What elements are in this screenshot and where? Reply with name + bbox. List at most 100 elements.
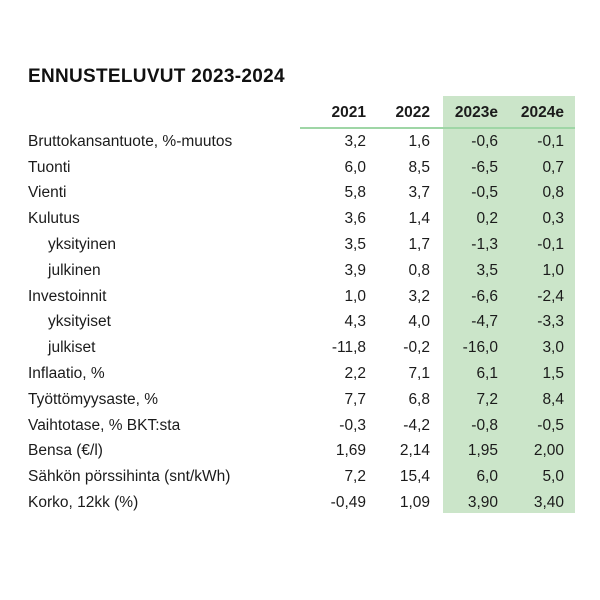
forecast-columns-highlight	[443, 96, 575, 513]
cell-2022: 0,8	[408, 261, 430, 279]
row-label: julkinen	[48, 261, 101, 279]
cell-2023e: 7,2	[476, 390, 498, 408]
cell-2024e: -0,5	[537, 416, 564, 434]
row-label: Bruttokansantuote, %-muutos	[28, 132, 233, 150]
table-row: Korko, 12kk (%) -0,49 1,09 3,90 3,40	[28, 490, 575, 516]
cell-2024e: 2,00	[533, 442, 564, 460]
cell-2023e: 0,2	[476, 210, 498, 228]
table-row: Tuonti 6,0 8,5 -6,5 0,7	[28, 155, 575, 181]
table-row: yksityiset 4,3 4,0 -4,7 -3,3	[28, 310, 575, 336]
row-label: yksityiset	[48, 313, 111, 331]
cell-2023e: 1,95	[467, 442, 498, 460]
cell-2022: 1,09	[399, 494, 430, 512]
cell-2024e: 5,0	[542, 468, 564, 486]
cell-2021: -0,49	[330, 494, 366, 512]
cell-2021: 2,2	[344, 365, 366, 383]
cell-2024e: -2,4	[537, 287, 564, 305]
cell-2021: 5,8	[344, 184, 366, 202]
cell-2021: 4,3	[344, 313, 366, 331]
row-label: Investoinnit	[28, 287, 107, 305]
cell-2021: 3,2	[344, 132, 366, 150]
cell-2022: 4,0	[408, 313, 430, 331]
table-row: Sähkön pörssihinta (snt/kWh) 7,2 15,4 6,…	[28, 464, 575, 490]
row-label: Tuonti	[28, 158, 71, 176]
cell-2024e: 8,4	[542, 390, 564, 408]
table-header-row: 2021 2022 2023e 2024e	[28, 100, 575, 126]
cell-2023e: -0,8	[471, 416, 498, 434]
header-underline	[300, 127, 575, 129]
table-row: Vienti 5,8 3,7 -0,5 0,8	[28, 181, 575, 207]
row-label: Korko, 12kk (%)	[28, 494, 139, 512]
row-label: Vaihtotase, % BKT:sta	[28, 416, 181, 434]
cell-2022: 3,2	[408, 287, 430, 305]
cell-2024e: 0,8	[542, 184, 564, 202]
column-header-2022: 2022	[395, 104, 430, 121]
cell-2022: 15,4	[399, 468, 430, 486]
cell-2021: 7,2	[344, 468, 366, 486]
cell-2023e: -16,0	[462, 339, 498, 357]
column-header-2023e: 2023e	[454, 104, 498, 121]
cell-2022: 1,7	[408, 236, 430, 254]
cell-2021: 1,69	[335, 442, 366, 460]
row-label: Sähkön pörssihinta (snt/kWh)	[28, 468, 231, 486]
table-row: julkinen 3,9 0,8 3,5 1,0	[28, 258, 575, 284]
cell-2024e: -3,3	[537, 313, 564, 331]
cell-2024e: 1,0	[542, 261, 564, 279]
table-body: Bruttokansantuote, %-muutos 3,2 1,6 -0,6…	[28, 129, 575, 516]
cell-2022: 7,1	[408, 365, 430, 383]
cell-2021: 7,7	[344, 390, 366, 408]
column-header-2021: 2021	[331, 104, 366, 121]
row-label: Vienti	[28, 184, 67, 202]
cell-2024e: -0,1	[537, 132, 564, 150]
table-row: Inflaatio, % 2,2 7,1 6,1 1,5	[28, 361, 575, 387]
cell-2022: 2,14	[399, 442, 430, 460]
cell-2021: 3,6	[344, 210, 366, 228]
cell-2023e: 3,5	[476, 261, 498, 279]
cell-2022: 6,8	[408, 390, 430, 408]
cell-2024e: 0,7	[542, 158, 564, 176]
column-header-2024e: 2024e	[520, 104, 564, 121]
table-row: Vaihtotase, % BKT:sta -0,3 -4,2 -0,8 -0,…	[28, 413, 575, 439]
cell-2021: -0,3	[339, 416, 366, 434]
cell-2023e: -0,5	[471, 184, 498, 202]
table-row: yksityinen 3,5 1,7 -1,3 -0,1	[28, 232, 575, 258]
table-row: Bruttokansantuote, %-muutos 3,2 1,6 -0,6…	[28, 129, 575, 155]
cell-2021: 3,5	[344, 236, 366, 254]
forecast-table: 2021 2022 2023e 2024e Bruttokansantuote,…	[28, 100, 575, 516]
cell-2021: 1,0	[344, 287, 366, 305]
cell-2022: 8,5	[408, 158, 430, 176]
table-row: julkiset -11,8 -0,2 -16,0 3,0	[28, 335, 575, 361]
row-label: Työttömyysaste, %	[28, 390, 159, 408]
row-label: julkiset	[48, 339, 96, 357]
table-row: Investoinnit 1,0 3,2 -6,6 -2,4	[28, 284, 575, 310]
row-label: yksityinen	[48, 236, 117, 254]
row-label: Inflaatio, %	[28, 365, 105, 383]
cell-2024e: 0,3	[542, 210, 564, 228]
cell-2022: 3,7	[408, 184, 430, 202]
row-label: Bensa (€/l)	[28, 442, 103, 460]
cell-2023e: 6,1	[476, 365, 498, 383]
table-row: Bensa (€/l) 1,69 2,14 1,95 2,00	[28, 439, 575, 465]
cell-2023e: -0,6	[471, 132, 498, 150]
cell-2022: -0,2	[403, 339, 430, 357]
cell-2024e: 3,0	[542, 339, 564, 357]
cell-2022: -4,2	[403, 416, 430, 434]
table-row: Kulutus 3,6 1,4 0,2 0,3	[28, 206, 575, 232]
table-row: Työttömyysaste, % 7,7 6,8 7,2 8,4	[28, 387, 575, 413]
cell-2023e: 3,90	[467, 494, 498, 512]
row-label: Kulutus	[28, 210, 80, 228]
cell-2021: 3,9	[344, 261, 366, 279]
cell-2024e: 3,40	[533, 494, 564, 512]
cell-2023e: -6,6	[471, 287, 498, 305]
cell-2021: -11,8	[331, 339, 366, 357]
cell-2024e: -0,1	[537, 236, 564, 254]
cell-2023e: -6,5	[471, 158, 498, 176]
cell-2022: 1,4	[408, 210, 430, 228]
cell-2022: 1,6	[408, 132, 430, 150]
cell-2023e: -1,3	[471, 236, 498, 254]
cell-2023e: -4,7	[471, 313, 498, 331]
page-title: ENNUSTELUVUT 2023-2024	[28, 66, 285, 87]
cell-2021: 6,0	[344, 158, 366, 176]
cell-2024e: 1,5	[542, 365, 564, 383]
